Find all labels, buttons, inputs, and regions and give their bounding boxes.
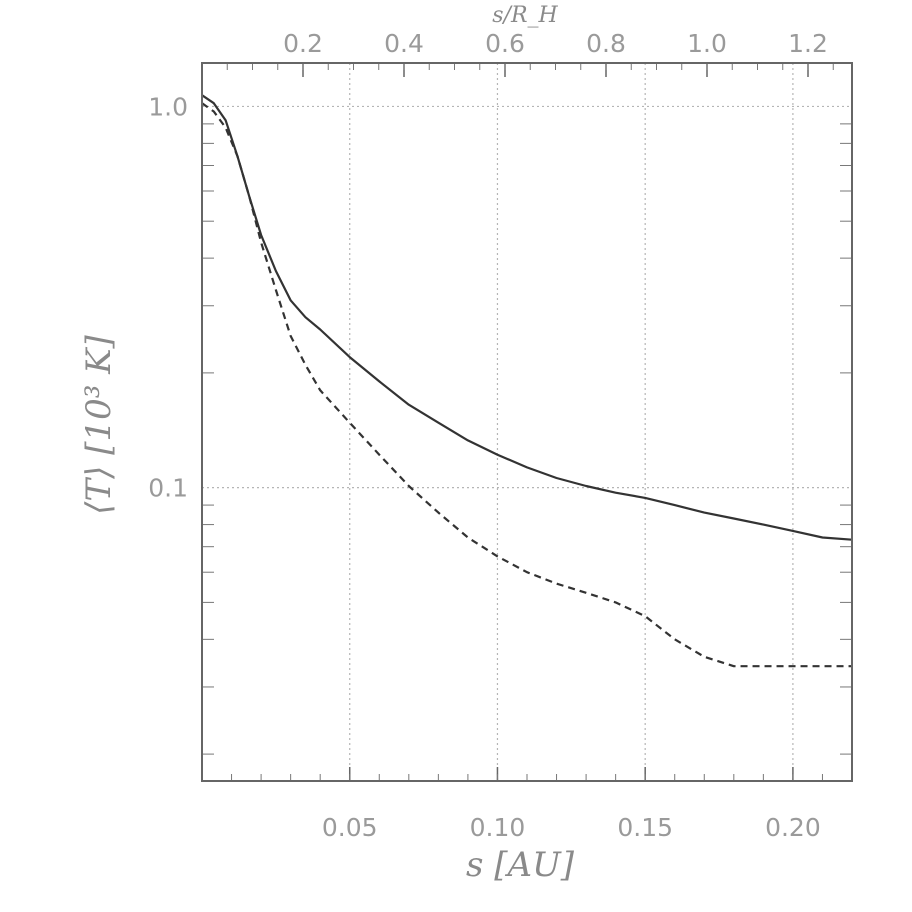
x-tick-label: 0.15 xyxy=(617,813,673,842)
top-tick-label: 0.4 xyxy=(384,29,424,58)
y-tick-label: 0.1 xyxy=(148,474,188,503)
x-tick-label: 0.20 xyxy=(765,813,821,842)
solid-series-line xyxy=(201,94,853,541)
minor-ticks xyxy=(202,63,852,781)
y-axis-label: ⟨T⟩ [10³ K] xyxy=(79,334,119,514)
top-tick-label: 1.0 xyxy=(687,29,727,58)
top-tick-label: 0.8 xyxy=(586,29,626,58)
top-axis-label: s/R_H xyxy=(492,3,558,28)
y-tick-label: 1.0 xyxy=(148,92,188,121)
series-layer xyxy=(201,94,853,668)
plot-frame xyxy=(201,62,853,782)
dashed-series-line xyxy=(201,102,852,668)
x-axis-label: s [AU] xyxy=(466,845,575,885)
top-tick-label: 0.2 xyxy=(283,29,323,58)
x-tick-label: 0.10 xyxy=(470,813,526,842)
x-tick-label: 0.05 xyxy=(322,813,378,842)
grid xyxy=(202,63,852,781)
top-tick-label: 1.2 xyxy=(788,29,828,58)
tick-labels: 0.05 0.10 0.15 0.20 1.0 0.1 0.2 0.4 0.6 0.8 1.0 1.2 xyxy=(148,29,828,842)
top-tick-label: 0.6 xyxy=(485,29,525,58)
